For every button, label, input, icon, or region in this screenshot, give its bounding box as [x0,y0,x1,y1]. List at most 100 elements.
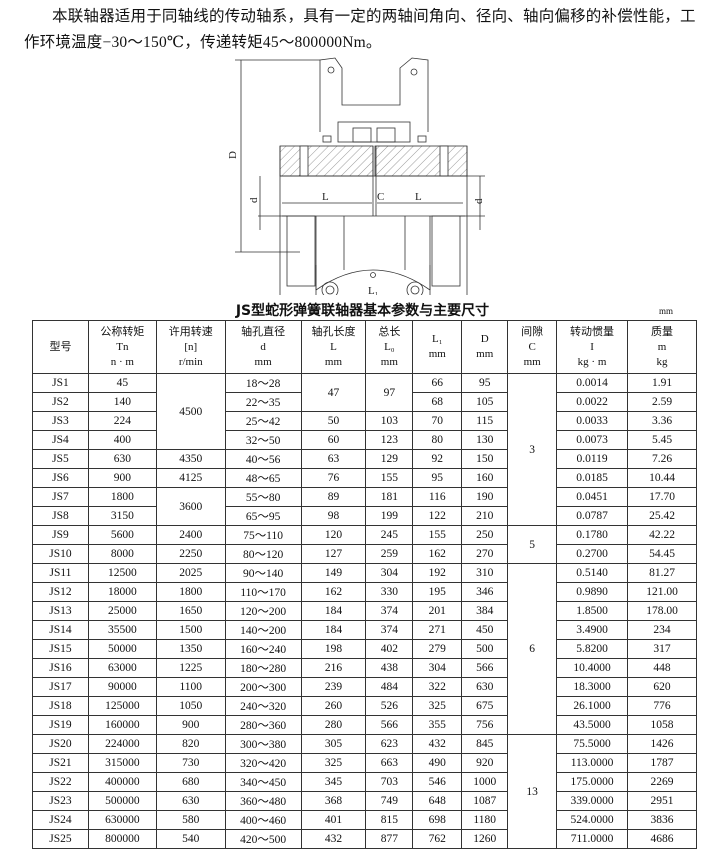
table-cell: 1787 [627,753,697,773]
table-cell: 340～450 [224,772,302,792]
table-cell: 129 [365,449,414,469]
label-L-left: L [322,191,329,203]
table-cell: 920 [461,753,509,773]
table-cell: 5.8200 [556,639,628,659]
table-cell: 2269 [627,772,697,792]
table-cell: 703 [365,772,414,792]
table-cell: 3 [507,373,558,526]
table-cell: 259 [365,544,414,564]
table-cell: 234 [627,620,697,640]
table-cell: JS21 [32,753,89,773]
table-row: JS1 45 4500 18～28 47 97 66 95 3 0.0014 1.91 [32,373,697,526]
label-L-right: L [415,191,422,203]
table-cell: 160000 [87,715,157,735]
table-cell: 0.1780 [556,525,628,545]
table-cell: 184 [300,620,367,640]
column-header-line: 型号 [49,340,72,353]
column-header-line: mm [254,355,272,368]
table-cell: 239 [300,677,367,697]
table-cell: 98 [300,506,367,526]
table-cell: 160～240 [224,639,302,659]
table-cell: 103 [365,411,414,431]
table-cell: 675 [461,696,509,716]
table-cell: 448 [627,658,697,678]
table-cell: 127 [300,544,367,564]
table-cell: JS12 [32,582,89,602]
table-cell: 432 [300,829,367,849]
table-cell: JS9 [32,525,89,545]
table-row: JS3 224 25～42 50 103 70 115 0.0033 3.36 [32,411,697,431]
column-header-line: [n] [184,340,198,353]
table-cell: 1.8500 [556,601,628,621]
table-row: JS13 25000 1650 120～200 184 374 201 384 1.8500 17… [32,601,697,621]
table-cell: 756 [461,715,509,735]
table-row: JS5 630 4350 40～56 63 129 92 150 0.0119 7.26 [32,449,697,469]
table-row: JS11 12500 2025 90～140 149 304 192 310 6 0.5140 81… [32,563,697,735]
column-header-line: 转动惯量 [570,325,615,338]
table-cell: 4350 [155,449,226,469]
table-row: JS16 63000 1225 180～280 216 438 304 566 10.4000 4… [32,658,697,678]
column-header-line: 总长 [378,325,401,338]
table-cell: 5600 [87,525,157,545]
table-cell: 400～460 [224,810,302,830]
column-header-line: mm [380,355,398,368]
table-cell: 2250 [155,544,226,564]
table-cell: 130 [461,430,509,450]
table-cell: JS1 [32,373,89,393]
table-row: JS9 5600 2400 75～110 120 245 155 250 5 0.1780 42.2… [32,525,697,564]
table-cell: 155 [365,468,414,488]
table-cell: 322 [412,677,463,697]
table-cell: JS11 [32,563,89,583]
table-cell: 325 [300,753,367,773]
table-cell: 648 [412,791,463,811]
table-cell: 80 [412,430,463,450]
table-cell: 18000 [87,582,157,602]
table-cell: JS10 [32,544,89,564]
table-cell: 7.26 [627,449,697,469]
table-cell: 749 [365,791,414,811]
table-cell: 900 [155,715,226,735]
table-cell: 438 [365,658,414,678]
table-cell: 201 [412,601,463,621]
column-header-line: D [480,333,489,345]
table-cell: 2400 [155,525,226,545]
table-cell: 1426 [627,734,697,754]
table-cell: 25000 [87,601,157,621]
table-cell: 1050 [155,696,226,716]
table-cell: 400000 [87,772,157,792]
table-row: JS4 400 32～50 60 123 80 130 0.0073 5.45 [32,430,697,450]
table-cell: 304 [412,658,463,678]
table-row: JS14 35500 1500 140～200 184 374 271 450 3.4900 23… [32,620,697,640]
table-cell: JS24 [32,810,89,830]
table-cell: 63 [300,449,367,469]
table-cell: 110～170 [224,582,302,602]
table-row: JS20 224000 820 300～380 305 623 432 845 13 75.500… [32,734,697,849]
table-cell: JS20 [32,734,89,754]
column-header-line: n · m [110,355,134,368]
table-cell: 32～50 [224,430,302,450]
table-cell: 45 [87,373,157,393]
table-cell: 75～110 [224,525,302,545]
table-cell: 160 [461,468,509,488]
table-cell: JS17 [32,677,89,697]
table-cell: 320～420 [224,753,302,773]
table-cell: 198 [300,639,367,659]
table-cell: 4686 [627,829,697,849]
table-cell: 121.00 [627,582,697,602]
column-header-line: mm [324,355,343,368]
table-cell: 92 [412,449,463,469]
table-cell: 663 [365,753,414,773]
table-cell: 630 [461,677,509,697]
table-cell: 374 [365,620,414,640]
table-cell: 89 [300,487,367,507]
table-cell: 97 [365,373,414,412]
table-cell: 190 [461,487,509,507]
table-cell: JS22 [32,772,89,792]
table-cell: 0.9890 [556,582,628,602]
table-cell: 26.1000 [556,696,628,716]
table-cell: JS13 [32,601,89,621]
table-cell: 0.0022 [556,392,628,412]
